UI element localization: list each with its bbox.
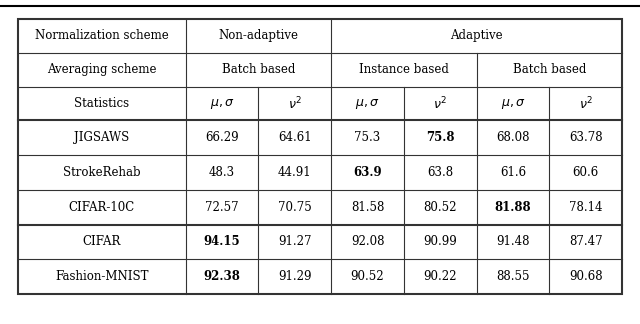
Text: 92.08: 92.08 <box>351 236 384 249</box>
Text: Adaptive: Adaptive <box>451 29 503 42</box>
Text: 91.29: 91.29 <box>278 270 312 283</box>
Text: 63.78: 63.78 <box>569 131 602 144</box>
Text: JIGSAWS: JIGSAWS <box>74 131 129 144</box>
Text: StrokeRehab: StrokeRehab <box>63 166 141 179</box>
Text: Batch based: Batch based <box>222 63 295 76</box>
Text: 90.22: 90.22 <box>424 270 457 283</box>
Text: 90.68: 90.68 <box>569 270 602 283</box>
Text: 61.6: 61.6 <box>500 166 526 179</box>
Text: Averaging scheme: Averaging scheme <box>47 63 157 76</box>
Text: $\mu, \sigma$: $\mu, \sigma$ <box>210 97 234 110</box>
Text: 91.48: 91.48 <box>496 236 530 249</box>
Text: 75.3: 75.3 <box>355 131 381 144</box>
Text: 90.99: 90.99 <box>424 236 457 249</box>
Text: 91.27: 91.27 <box>278 236 312 249</box>
Text: Non-adaptive: Non-adaptive <box>218 29 298 42</box>
Text: Normalization scheme: Normalization scheme <box>35 29 169 42</box>
Text: $\mu, \sigma$: $\mu, \sigma$ <box>355 97 380 110</box>
Text: $\nu^2$: $\nu^2$ <box>288 95 302 112</box>
Text: 78.14: 78.14 <box>569 201 602 214</box>
Text: 87.47: 87.47 <box>569 236 602 249</box>
Text: 44.91: 44.91 <box>278 166 312 179</box>
Text: 63.8: 63.8 <box>427 166 453 179</box>
Text: 70.75: 70.75 <box>278 201 312 214</box>
Text: Statistics: Statistics <box>74 97 129 110</box>
Text: $\mu, \sigma$: $\mu, \sigma$ <box>500 97 525 110</box>
Text: 75.8: 75.8 <box>426 131 454 144</box>
Text: 90.52: 90.52 <box>351 270 385 283</box>
Bar <box>18 19 622 294</box>
Text: $\nu^2$: $\nu^2$ <box>579 95 593 112</box>
Text: 94.15: 94.15 <box>204 236 241 249</box>
Text: 72.57: 72.57 <box>205 201 239 214</box>
Text: 68.08: 68.08 <box>496 131 530 144</box>
Text: CIFAR: CIFAR <box>83 236 121 249</box>
Text: $\nu^2$: $\nu^2$ <box>433 95 447 112</box>
Text: 81.58: 81.58 <box>351 201 384 214</box>
Text: 48.3: 48.3 <box>209 166 235 179</box>
Text: 66.29: 66.29 <box>205 131 239 144</box>
Text: CIFAR-10C: CIFAR-10C <box>68 201 135 214</box>
Text: 64.61: 64.61 <box>278 131 312 144</box>
Text: 80.52: 80.52 <box>424 201 457 214</box>
Text: 88.55: 88.55 <box>496 270 530 283</box>
Text: 63.9: 63.9 <box>353 166 382 179</box>
Text: 92.38: 92.38 <box>204 270 241 283</box>
Text: Instance based: Instance based <box>359 63 449 76</box>
Text: Batch based: Batch based <box>513 63 586 76</box>
Text: 81.88: 81.88 <box>495 201 531 214</box>
Text: Fashion-MNIST: Fashion-MNIST <box>55 270 148 283</box>
Text: 60.6: 60.6 <box>573 166 599 179</box>
